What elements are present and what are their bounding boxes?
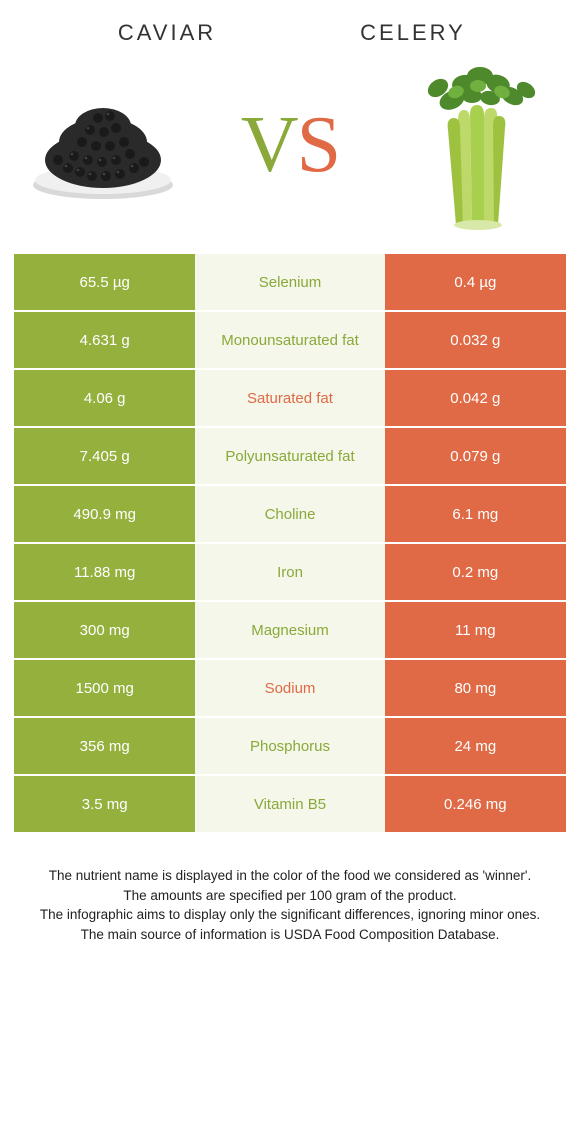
- left-value: 490.9 mg: [14, 486, 195, 542]
- right-value: 0.079 g: [385, 428, 566, 484]
- right-value: 6.1 mg: [385, 486, 566, 542]
- left-value: 7.405 g: [14, 428, 195, 484]
- nutrient-row: 3.5 mgVitamin B50.246 mg: [14, 776, 566, 832]
- left-value: 65.5 µg: [14, 254, 195, 310]
- nutrient-table: 65.5 µgSelenium0.4 µg4.631 gMonounsatura…: [14, 254, 566, 832]
- vs-label: VS: [241, 100, 339, 191]
- nutrient-row: 490.9 mgCholine6.1 mg: [14, 486, 566, 542]
- nutrient-name: Magnesium: [195, 602, 384, 658]
- footer-notes: The nutrient name is displayed in the co…: [14, 832, 566, 944]
- nutrient-row: 4.631 gMonounsaturated fat0.032 g: [14, 312, 566, 368]
- right-value: 0.4 µg: [385, 254, 566, 310]
- caviar-image: [20, 65, 185, 225]
- right-value: 80 mg: [385, 660, 566, 716]
- nutrient-row: 7.405 gPolyunsaturated fat0.079 g: [14, 428, 566, 484]
- nutrient-row: 300 mgMagnesium11 mg: [14, 602, 566, 658]
- right-value: 0.2 mg: [385, 544, 566, 600]
- left-food-title: CAVIAR: [44, 20, 290, 46]
- footer-line-4: The main source of information is USDA F…: [30, 925, 550, 945]
- right-value: 0.246 mg: [385, 776, 566, 832]
- nutrient-name: Polyunsaturated fat: [195, 428, 384, 484]
- nutrient-row: 11.88 mgIron0.2 mg: [14, 544, 566, 600]
- vs-v: V: [241, 101, 297, 189]
- nutrient-name: Saturated fat: [195, 370, 384, 426]
- nutrient-name: Sodium: [195, 660, 384, 716]
- header-row: CAVIAR CELERY: [14, 20, 566, 46]
- left-value: 11.88 mg: [14, 544, 195, 600]
- left-value: 3.5 mg: [14, 776, 195, 832]
- left-value: 4.631 g: [14, 312, 195, 368]
- right-value: 24 mg: [385, 718, 566, 774]
- nutrient-row: 4.06 gSaturated fat0.042 g: [14, 370, 566, 426]
- right-value: 11 mg: [385, 602, 566, 658]
- right-food-title: CELERY: [290, 20, 536, 46]
- left-value: 4.06 g: [14, 370, 195, 426]
- nutrient-row: 1500 mgSodium80 mg: [14, 660, 566, 716]
- celery-icon: [408, 60, 548, 230]
- left-value: 356 mg: [14, 718, 195, 774]
- nutrient-name: Monounsaturated fat: [195, 312, 384, 368]
- celery-image: [395, 65, 560, 225]
- vs-s: S: [297, 101, 340, 189]
- right-value: 0.032 g: [385, 312, 566, 368]
- left-value: 300 mg: [14, 602, 195, 658]
- nutrient-row: 65.5 µgSelenium0.4 µg: [14, 254, 566, 310]
- footer-line-3: The infographic aims to display only the…: [30, 905, 550, 925]
- right-value: 0.042 g: [385, 370, 566, 426]
- nutrient-name: Choline: [195, 486, 384, 542]
- images-row: VS: [14, 60, 566, 230]
- left-value: 1500 mg: [14, 660, 195, 716]
- nutrient-name: Iron: [195, 544, 384, 600]
- footer-line-2: The amounts are specified per 100 gram o…: [30, 886, 550, 906]
- nutrient-name: Phosphorus: [195, 718, 384, 774]
- footer-line-1: The nutrient name is displayed in the co…: [30, 866, 550, 886]
- nutrient-name: Vitamin B5: [195, 776, 384, 832]
- infographic-container: CAVIAR CELERY: [0, 0, 580, 944]
- nutrient-name: Selenium: [195, 254, 384, 310]
- caviar-icon: [28, 90, 178, 200]
- nutrient-row: 356 mgPhosphorus24 mg: [14, 718, 566, 774]
